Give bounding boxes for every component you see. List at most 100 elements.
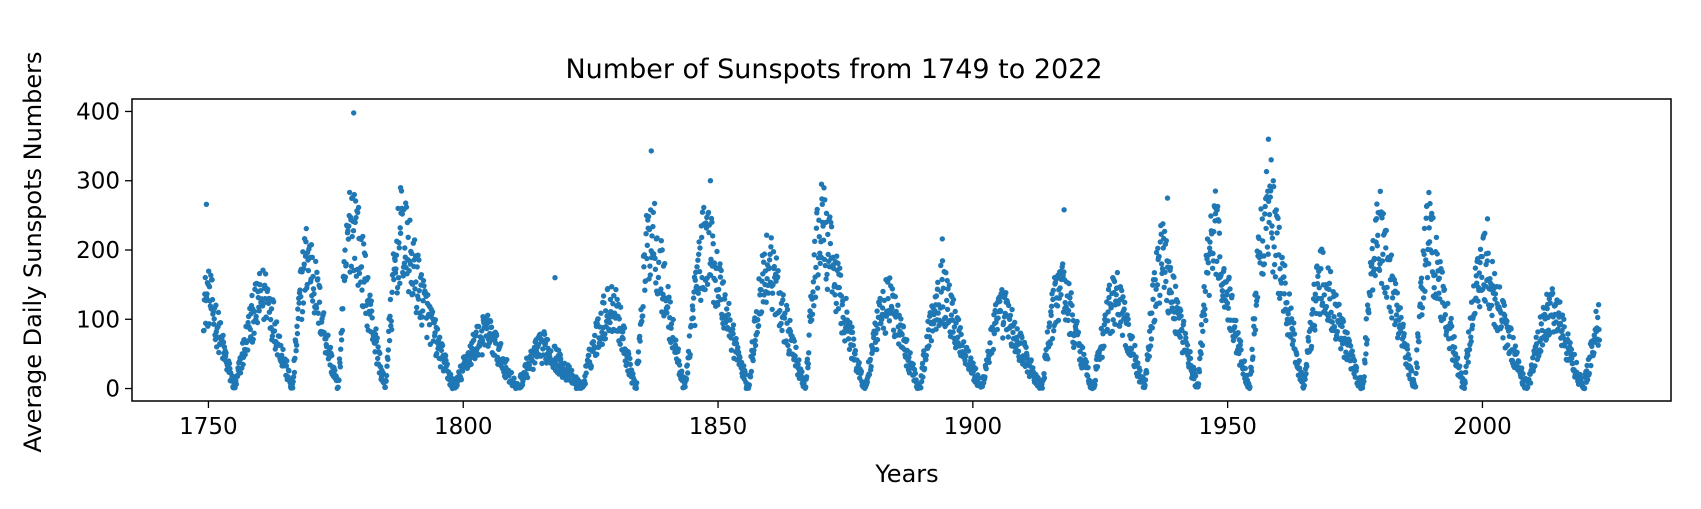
data-point [233,381,239,387]
data-point [407,217,413,223]
data-point [292,355,298,361]
data-point [247,326,253,332]
data-point [416,257,422,263]
data-point [822,197,828,203]
data-point [634,380,640,386]
data-point [1388,308,1394,315]
data-point [1083,359,1090,365]
data-point [360,233,366,240]
data-point [425,292,431,298]
data-point [1000,335,1006,341]
data-point [1538,348,1544,354]
data-point [1119,332,1126,338]
data-point [1154,282,1161,288]
data-point [1048,312,1054,319]
data-point [1150,282,1156,288]
data-point [315,310,321,316]
data-point [1161,284,1167,290]
data-point [260,300,267,307]
data-point [1178,307,1184,314]
x-axis: 1750 1800 1850 1900 1950 2000 [179,401,1512,440]
data-point [1105,286,1112,293]
data-point [715,302,721,308]
data-point [1225,305,1232,311]
data-point [722,292,728,298]
data-point [1142,382,1148,388]
data-point [666,294,672,300]
data-point [1003,290,1009,296]
data-point [1501,302,1508,308]
data-point-outlier [648,148,654,154]
data-point [725,311,732,318]
data-point [868,363,874,370]
data-point-outlier [1164,195,1171,201]
data-point [1595,302,1602,308]
data-point [1094,364,1101,370]
data-point [1005,334,1011,340]
data-point [1397,305,1404,311]
data-point [348,263,354,269]
data-point [717,261,723,267]
data-point [670,316,676,323]
data-point [1241,358,1248,364]
data-point [968,355,974,361]
data-point [650,223,656,230]
data-point [1468,338,1474,345]
data-point [858,368,865,375]
data-point [336,377,342,383]
data-point [1377,188,1384,194]
data-point [1049,335,1056,342]
data-point [1232,324,1238,330]
data-point [268,316,274,323]
data-point [1414,347,1420,353]
data-point [886,318,893,324]
data-point [928,338,935,344]
data-point [828,224,835,230]
data-point [1310,306,1316,313]
data-point [1265,198,1272,204]
data-point [1311,323,1318,329]
data-point [1260,271,1266,277]
data-point [439,342,446,349]
data-point [369,308,375,314]
data-point [609,284,615,290]
data-point [1215,203,1221,210]
data-point [1491,270,1498,277]
data-point [1069,302,1075,309]
data-point [948,312,955,318]
data-point [719,311,725,317]
data-point [353,214,359,221]
data-point [1266,211,1273,218]
data-point [1581,385,1588,392]
data-point [866,371,873,378]
data-point [384,363,390,369]
data-point [1492,291,1499,297]
data-point [728,335,734,341]
y-axis: 0 100 200 300 400 [76,99,132,403]
data-point [873,322,879,328]
data-point [690,307,696,313]
data-point [1579,379,1585,386]
data-point [1113,292,1119,298]
data-point [202,274,208,281]
data-point [1214,258,1220,264]
data-point [1380,251,1386,257]
data-point [338,346,344,352]
data-point [1260,238,1266,244]
data-point [832,292,838,298]
data-point [816,234,822,240]
data-point [1248,368,1255,374]
data-point [1432,272,1438,278]
data-point [215,309,222,316]
data-point [1272,274,1279,280]
data-point [850,342,856,349]
data-point [1492,296,1498,302]
data-point [735,344,741,351]
data-point [299,316,305,323]
data-point [730,322,737,328]
data-point [1433,234,1440,241]
data-point [1376,267,1383,274]
data-point [706,229,712,236]
data-point-outlier [351,110,357,116]
